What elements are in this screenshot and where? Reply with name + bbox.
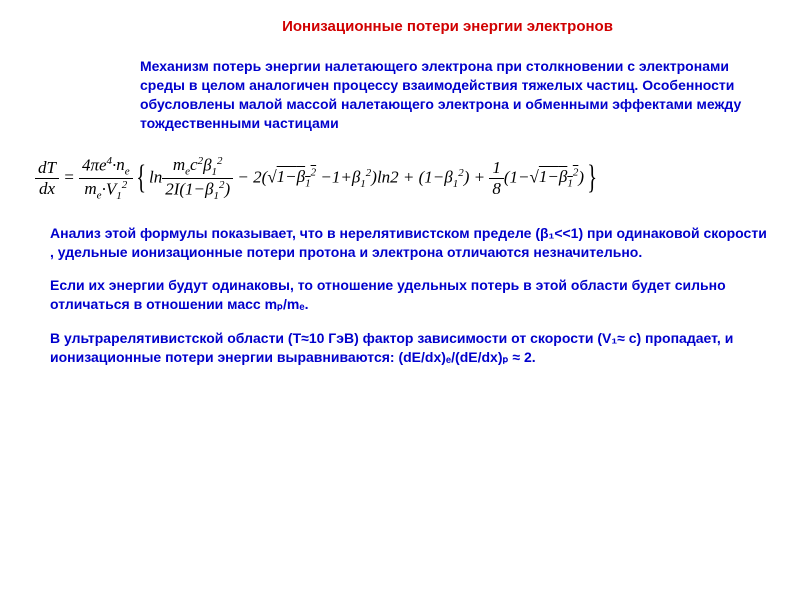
analysis-paragraph-1: Анализ этой формулы показывает, что в не… <box>50 224 767 262</box>
analysis-paragraph-3: В ультрарелятивистской области (T≈10 ГэВ… <box>50 329 767 367</box>
intro-paragraph: Механизм потерь энергии налетающего элек… <box>140 57 760 133</box>
analysis-paragraph-2: Если их энергии будут одинаковы, то отно… <box>50 276 767 314</box>
formula-block: dTdx = 4πe4·neme·V12{lnmec2β122I(1−β12) … <box>35 155 775 202</box>
page-title: Ионизационные потери энергии электронов <box>120 18 775 35</box>
